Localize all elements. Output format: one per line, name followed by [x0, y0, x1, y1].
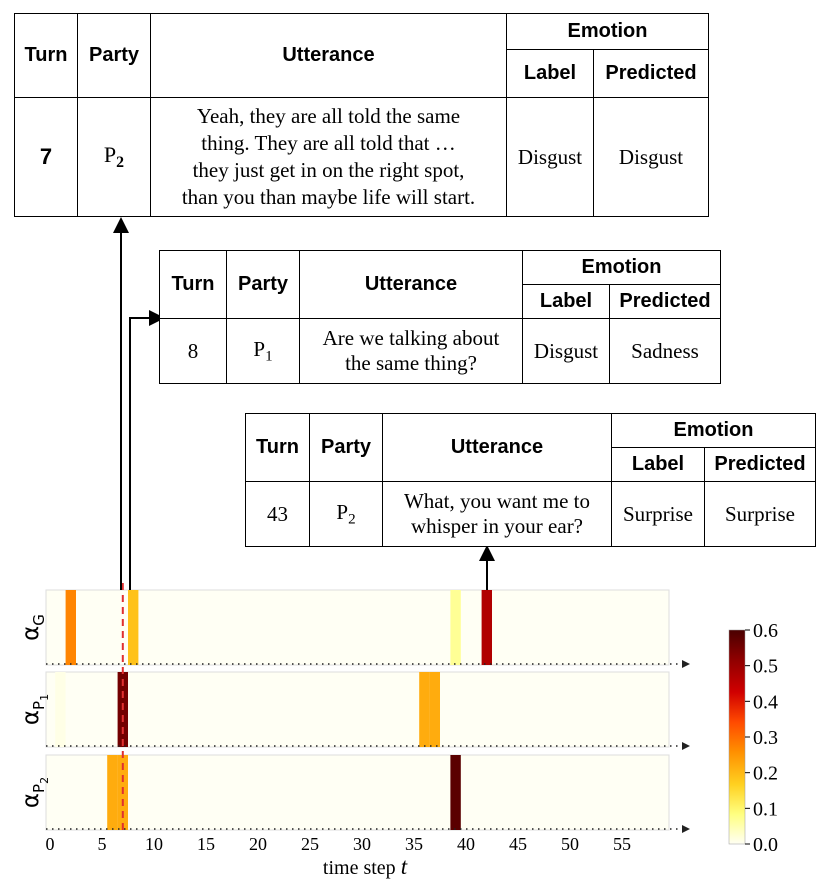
header-label: Label — [506, 49, 594, 98]
heatmap-row-0: αG — [18, 589, 690, 668]
header-predicted: Predicted — [704, 447, 816, 482]
header-turn: Turn — [14, 13, 78, 98]
header-utterance: Utterance — [382, 413, 612, 482]
x-axis-label: time step t — [323, 854, 408, 879]
x-tick-label: 45 — [509, 834, 527, 854]
cell-utterance: Yeah, they are all told the same thing. … — [150, 97, 507, 217]
header-turn: Turn — [159, 250, 227, 319]
x-tick-label: 15 — [197, 834, 215, 854]
colorbar-tick-label: 0.1 — [753, 798, 778, 820]
heatmap-cell — [419, 672, 430, 747]
x-tick-label: 55 — [613, 834, 631, 854]
row-label: αG — [18, 614, 48, 641]
x-tick-label: 30 — [353, 834, 371, 854]
header-emotion: Emotion — [611, 413, 816, 448]
heatmap-cell — [107, 755, 118, 830]
heatmap-row-1: αP1 — [18, 671, 690, 750]
heatmap-row-2: αP2 — [18, 754, 690, 833]
x-tick-label: 10 — [145, 834, 163, 854]
header-predicted: Predicted — [593, 49, 709, 98]
heatmap-row-background — [45, 589, 670, 666]
heatmap-cell — [450, 755, 461, 830]
header-party: Party — [77, 13, 151, 98]
cell-predicted: Surprise — [704, 481, 816, 547]
colorbar-tick-label: 0.5 — [753, 656, 778, 678]
cell-party: P2 — [309, 481, 383, 547]
cell-turn: 7 — [14, 97, 78, 217]
header-label: Label — [522, 284, 610, 319]
cell-turn: 43 — [245, 481, 310, 547]
cell-turn: 8 — [159, 318, 227, 384]
cell-party: P2 — [77, 97, 151, 217]
cell-party: P1 — [226, 318, 300, 384]
cell-label: Disgust — [506, 97, 594, 217]
colorbar — [728, 629, 746, 845]
x-tick-label: 20 — [249, 834, 267, 854]
cell-predicted: Disgust — [593, 97, 709, 217]
x-tick-label: 35 — [405, 834, 423, 854]
heatmap-cell — [450, 590, 461, 665]
utterance-table-turn-7: Turn Party Utterance Emotion Label Predi… — [14, 13, 709, 217]
row-label: αP2 — [18, 777, 51, 808]
cell-utterance: Are we talking about the same thing? — [299, 318, 523, 384]
header-party: Party — [226, 250, 300, 319]
heatmap-row-background — [45, 754, 670, 831]
colorbar-tick-label: 0.4 — [753, 691, 778, 713]
heatmap-cell — [128, 590, 139, 665]
heatmap-cell — [65, 590, 76, 665]
x-tick-label: 50 — [561, 834, 579, 854]
row-axis-arrow — [682, 825, 690, 833]
header-predicted: Predicted — [609, 284, 721, 319]
colorbar-tick-label: 0.2 — [753, 763, 778, 785]
cell-label: Disgust — [522, 318, 610, 384]
row-axis-arrow — [682, 742, 690, 750]
header-emotion: Emotion — [522, 250, 721, 285]
colorbar-tick-label: 0.6 — [753, 620, 778, 642]
header-party: Party — [309, 413, 383, 482]
heatmap-row-background — [45, 671, 670, 748]
header-emotion: Emotion — [506, 13, 709, 50]
header-turn: Turn — [245, 413, 310, 482]
x-tick-label: 5 — [98, 834, 107, 854]
header-utterance: Utterance — [150, 13, 507, 98]
row-label: αP1 — [18, 694, 51, 725]
x-tick-label: 25 — [301, 834, 319, 854]
x-tick-label: 0 — [46, 834, 55, 854]
header-utterance: Utterance — [299, 250, 523, 319]
cell-utterance: What, you want me to whisper in your ear… — [382, 481, 612, 547]
heatmap-cell — [481, 590, 492, 665]
heatmap-cell — [55, 672, 66, 747]
heatmap-cell — [429, 672, 440, 747]
cell-predicted: Sadness — [609, 318, 721, 384]
colorbar-tick-label: 0.0 — [753, 834, 778, 856]
utterance-table-turn-8: Turn Party Utterance Emotion Label Predi… — [159, 250, 721, 384]
header-label: Label — [611, 447, 705, 482]
arrow-to-turn-8 — [129, 310, 165, 590]
colorbar-tick-label: 0.3 — [753, 727, 778, 749]
cell-label: Surprise — [611, 481, 705, 547]
row-axis-arrow — [682, 660, 690, 668]
utterance-table-turn-43: Turn Party Utterance Emotion Label Predi… — [245, 413, 816, 547]
x-tick-label: 40 — [457, 834, 475, 854]
